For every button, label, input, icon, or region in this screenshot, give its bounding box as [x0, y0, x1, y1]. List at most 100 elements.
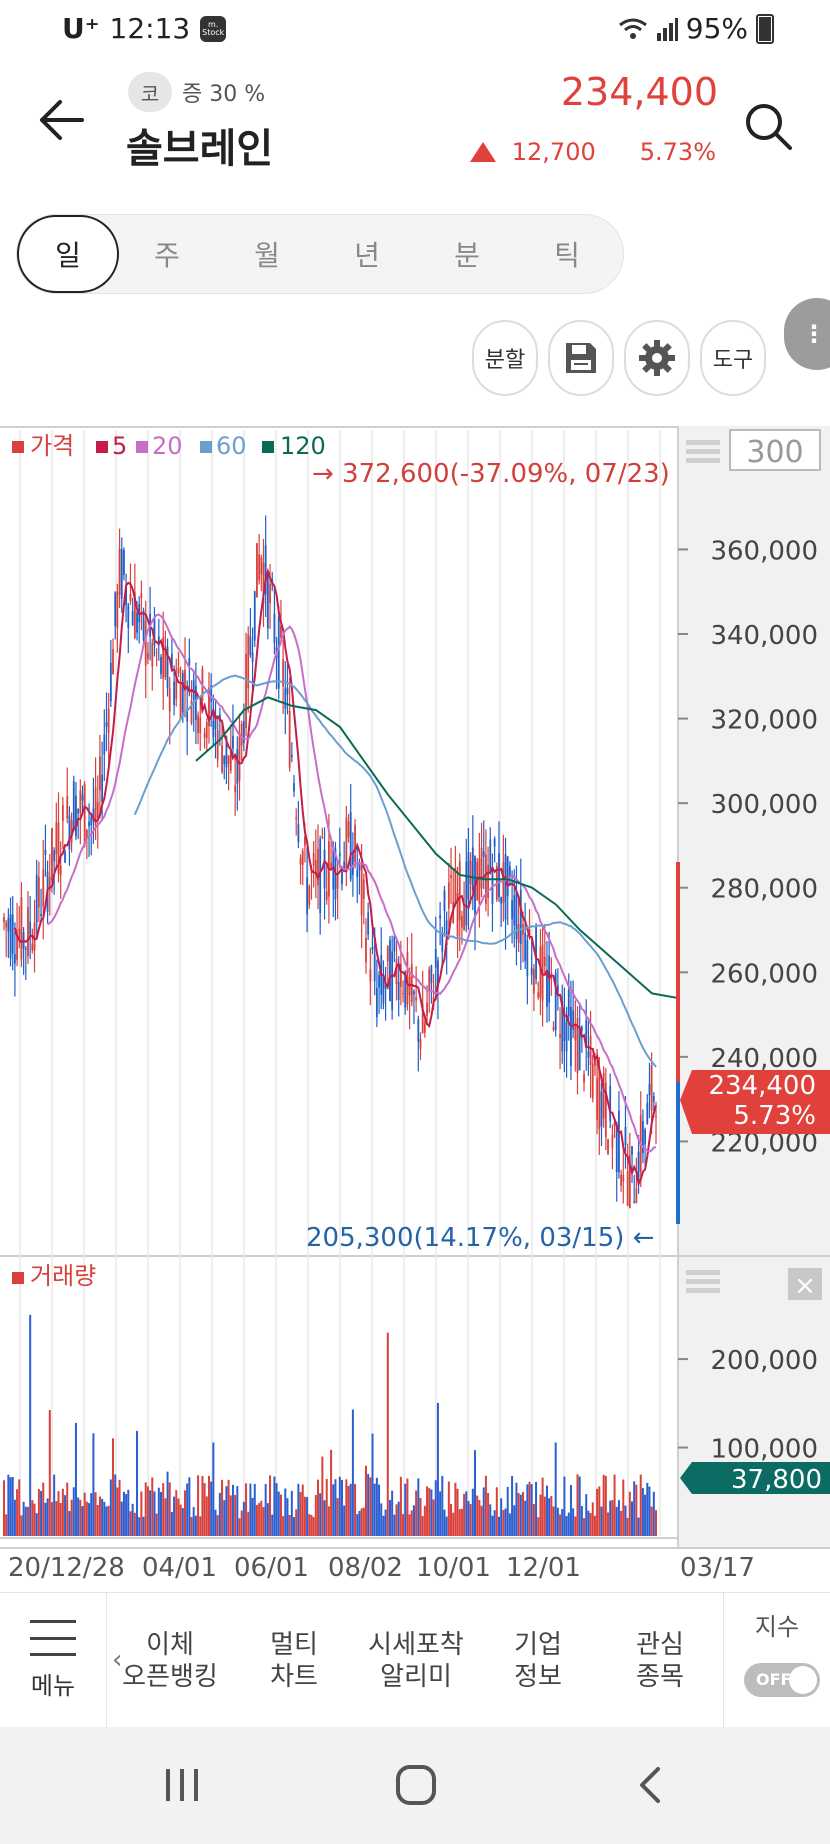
candle-body: [600, 1091, 603, 1127]
volume-bar: [369, 1477, 372, 1536]
chart-canvas[interactable]: 360,000 340,000 320,000 300,000 280,000 260,0…: [0, 426, 830, 1584]
volume-bar: [90, 1493, 93, 1536]
current-pct-tag-value: 5.73%: [733, 1101, 816, 1131]
candle-body: [14, 954, 16, 964]
volume-bar: [572, 1508, 575, 1536]
volume-bar: [426, 1486, 429, 1536]
volume-bar: [37, 1488, 40, 1536]
volume-bar: [101, 1498, 104, 1536]
candle-body: [72, 781, 75, 832]
menu-button[interactable]: 메뉴: [0, 1593, 107, 1728]
candle-body: [650, 1065, 653, 1111]
candle-body: [31, 943, 34, 951]
tab-week[interactable]: 주: [154, 239, 180, 272]
price-tick-label: 300,000: [710, 790, 818, 820]
candle-body: [151, 643, 154, 667]
volume-bar: [282, 1516, 285, 1536]
candle-body: [269, 583, 271, 603]
volume-bar: [201, 1475, 204, 1536]
tab-day[interactable]: 일: [17, 215, 119, 293]
legend-ma120: 120: [280, 432, 326, 460]
volume-bar: [548, 1498, 551, 1536]
volume-bar: [277, 1491, 280, 1536]
home-icon[interactable]: [394, 1763, 438, 1807]
index-toggle[interactable]: OFF: [744, 1663, 820, 1697]
volume-bar: [552, 1506, 555, 1536]
search-button[interactable]: [740, 98, 796, 154]
back-button[interactable]: [34, 92, 90, 148]
volume-bar: [535, 1481, 538, 1536]
volume-bar: [506, 1486, 509, 1536]
candle-body: [321, 836, 324, 838]
candle-body: [11, 914, 14, 954]
scroll-left-icon[interactable]: ‹: [112, 1645, 123, 1675]
candle-body: [463, 904, 466, 930]
shortcut-company-info[interactable]: 기업 정보: [514, 1629, 562, 1692]
volume-bar: [33, 1503, 36, 1536]
volume-bar: [336, 1498, 339, 1536]
tab-year[interactable]: 년: [354, 239, 380, 272]
volume-bar: [284, 1488, 287, 1536]
candle-body: [526, 940, 529, 977]
volume-bar: [480, 1505, 483, 1536]
candle-body: [611, 1134, 614, 1148]
candle-body: [461, 915, 463, 928]
volume-bar: [262, 1507, 265, 1536]
candle-body: [221, 745, 223, 772]
candle-body: [153, 618, 156, 646]
count-box[interactable]: 300: [686, 429, 821, 471]
candle-body: [253, 591, 256, 641]
split-button[interactable]: 분할: [472, 320, 538, 396]
tab-tick[interactable]: 틱: [554, 239, 580, 272]
close-volume-button[interactable]: ×: [788, 1268, 822, 1301]
volume-bar: [635, 1484, 638, 1536]
volume-bar: [508, 1513, 511, 1536]
shortcut-transfer[interactable]: 이체 오픈뱅킹: [122, 1629, 218, 1692]
candle-body: [543, 956, 546, 967]
date-tick-label: 12/01: [506, 1553, 581, 1583]
volume-bar: [452, 1512, 455, 1536]
volume-bar: [127, 1489, 130, 1536]
volume-bar: [55, 1501, 58, 1536]
tab-minute[interactable]: 분: [454, 239, 480, 272]
candle-body: [378, 974, 380, 988]
volume-bar: [358, 1510, 361, 1536]
volume-bar: [255, 1504, 258, 1536]
more-options-button[interactable]: ⋮: [784, 298, 830, 370]
shortcut-multi-chart[interactable]: 멀티 차트: [270, 1629, 318, 1692]
volume-bar: [96, 1504, 99, 1536]
drawing-tools-button[interactable]: 도구: [700, 320, 766, 396]
volume-bar: [360, 1508, 363, 1536]
volume-bar: [364, 1465, 367, 1536]
shortcut-price-alert[interactable]: 시세포착 알리미: [368, 1629, 464, 1692]
candle-body: [437, 960, 439, 989]
candle-body: [410, 964, 413, 1003]
recent-apps-icon[interactable]: [162, 1765, 202, 1805]
candle-body: [631, 1146, 633, 1155]
tab-month[interactable]: 월: [254, 239, 280, 272]
volume-bar: [613, 1474, 616, 1536]
bottom-shortcut-bar: 메뉴 ‹ 이체 오픈뱅킹 멀티 차트 시세포착 알리미 기업 정보 관심 종목 …: [0, 1592, 830, 1728]
candle-body: [613, 1122, 616, 1127]
stock-chart[interactable]: 360,000 340,000 320,000 300,000 280,000 260,0…: [0, 426, 830, 1584]
volume-bar: [251, 1497, 254, 1536]
volume-bar: [637, 1517, 640, 1536]
volume-bar: [628, 1491, 631, 1536]
candle-body: [256, 543, 258, 597]
volume-bar: [539, 1494, 542, 1536]
candle-body: [391, 951, 394, 1010]
volume-bar: [312, 1517, 315, 1536]
candle-body: [646, 1102, 649, 1125]
volume-bar: [580, 1505, 583, 1536]
candle-body: [652, 1096, 655, 1102]
volume-bar: [299, 1492, 302, 1536]
candle-body: [504, 854, 507, 920]
index-label: 지수: [754, 1613, 800, 1641]
volume-bar: [641, 1487, 644, 1536]
back-nav-icon[interactable]: [630, 1765, 670, 1805]
shortcut-watchlist[interactable]: 관심 종목: [636, 1629, 684, 1692]
save-button[interactable]: [548, 320, 614, 396]
volume-bar: [495, 1487, 498, 1536]
settings-button[interactable]: [624, 320, 690, 396]
volume-bar: [74, 1422, 77, 1536]
